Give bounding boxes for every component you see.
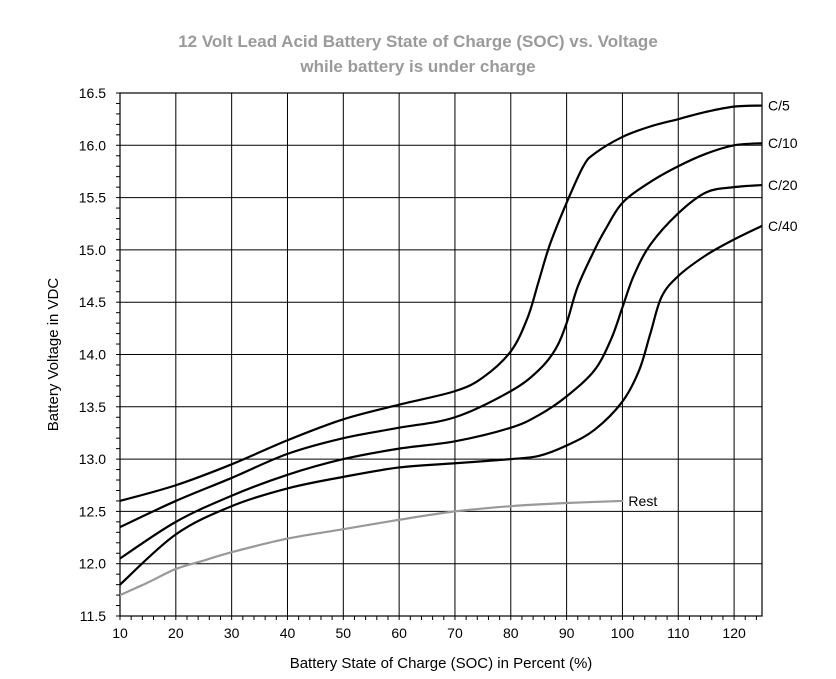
chart-subtitle: while battery is under charge xyxy=(300,57,536,76)
series-label-c-20: C/20 xyxy=(768,177,798,193)
grid xyxy=(119,92,762,617)
series-line-c-20 xyxy=(120,183,762,560)
y-axis-label: Battery Voltage in VDC xyxy=(45,278,62,432)
series-line-c-40 xyxy=(120,224,762,586)
series-line-c-5 xyxy=(120,104,762,503)
tick-labels: 10 20 30 40 50 60 70 80 90 100 110 120 11.5 12.0 12.5 1… xyxy=(79,85,746,641)
plot-frame xyxy=(119,92,763,617)
y-tick-label: 14.0 xyxy=(79,347,106,363)
series-label-c-5: C/5 xyxy=(768,98,790,114)
x-tick-label: 50 xyxy=(336,625,352,641)
x-tick-label: 30 xyxy=(224,625,240,641)
series-line-c-10 xyxy=(120,142,762,529)
x-tick-label: 100 xyxy=(611,625,635,641)
series-labels: C/5 C/10 C/20 C/40 Rest xyxy=(628,98,797,509)
y-tick-label: 15.5 xyxy=(79,190,106,206)
series-label-rest: Rest xyxy=(628,493,657,509)
x-tick-label: 120 xyxy=(722,625,746,641)
y-tick-label: 13.5 xyxy=(79,399,106,415)
x-tick-label: 110 xyxy=(667,625,690,641)
x-tick-label: 90 xyxy=(559,625,575,641)
y-tick-label: 13.0 xyxy=(79,451,106,467)
x-tick-label: 60 xyxy=(391,625,407,641)
y-tick-label: 14.5 xyxy=(79,294,106,310)
series-line-rest xyxy=(120,499,624,597)
series-lines xyxy=(120,104,762,597)
y-tick-label: 11.5 xyxy=(80,608,106,624)
x-tick-label: 80 xyxy=(503,625,519,641)
y-tick-label: 12.0 xyxy=(79,556,106,572)
chart-title: 12 Volt Lead Acid Battery State of Charg… xyxy=(178,32,658,51)
series-label-c-40: C/40 xyxy=(768,218,798,234)
x-tick-label: 20 xyxy=(168,625,184,641)
series-label-c-10: C/10 xyxy=(768,135,798,151)
y-tick-label: 16.0 xyxy=(79,137,106,153)
x-tick-label: 70 xyxy=(447,625,463,641)
x-tick-label: 40 xyxy=(280,625,296,641)
y-tick-label: 12.5 xyxy=(79,503,106,519)
x-tick-label: 10 xyxy=(112,625,128,641)
x-axis-label: Battery State of Charge (SOC) in Percent… xyxy=(290,655,593,672)
y-tick-label: 15.0 xyxy=(79,242,106,258)
y-tick-label: 16.5 xyxy=(79,85,106,101)
axes xyxy=(116,92,763,620)
